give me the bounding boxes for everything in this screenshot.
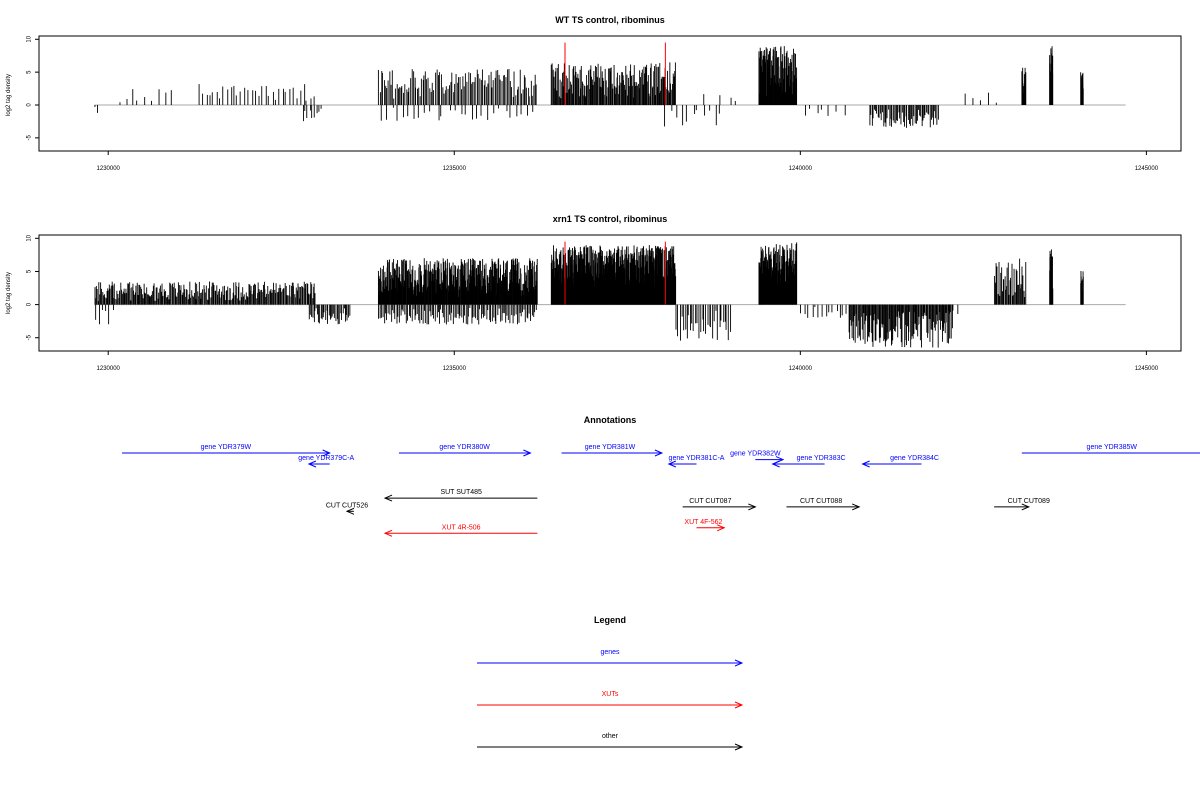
- annotation-arrowhead: [523, 449, 532, 457]
- panel-wt-axes: 10 5 0 -5 1230000 1235000 1240000 1245000: [27, 35, 1159, 172]
- annotation-label: gene YDR380W: [439, 444, 490, 451]
- panel-wt-frame: [38, 35, 1182, 152]
- y-tick-label: 5: [27, 70, 33, 74]
- legend-title: Legend: [594, 615, 626, 625]
- annotation-label: CUT CUT089: [1008, 498, 1050, 505]
- annotation-arrowhead: [1021, 503, 1031, 511]
- annotation-feature: gene YDR383C: [771, 455, 846, 468]
- annotation-label: gene YDR383C: [797, 455, 846, 462]
- annotation-feature: gene YDR379C-A: [298, 455, 355, 468]
- x-tick-label: 1235000: [443, 166, 467, 172]
- annotation-label: gene YDR379C-A: [298, 455, 354, 462]
- annotation-arrowhead: [717, 524, 726, 532]
- panel-xrn1: xrn1 TS control, ribominus log2 tag dens…: [6, 214, 1182, 372]
- annotation-arrowhead: [861, 460, 870, 468]
- annotation-feature: gene YDR379W: [122, 444, 331, 457]
- annotation-label: gene YDR384C: [890, 455, 939, 462]
- annotation-arrowhead: [345, 507, 355, 515]
- annotation-feature: CUT CUT089: [994, 498, 1050, 511]
- x-tick-label: 1240000: [789, 166, 813, 172]
- panel-wt-title: WT TS control, ribominus: [555, 15, 665, 25]
- panel-wt: WT TS control, ribominus log2 tag densit…: [6, 15, 1182, 172]
- legend-items: genes XUTs other: [477, 649, 744, 751]
- y-tick-label: 10: [27, 35, 33, 42]
- annotation-feature: gene YDR381W: [561, 444, 664, 457]
- annotation-feature: gene YDR382W: [730, 451, 785, 464]
- panel-xrn1-axes: 10 5 0 -5 1230000 1235000 1240000 1245000: [27, 234, 1159, 372]
- annotation-feature: gene YDR384C: [861, 455, 939, 468]
- annotation-label: XUT 4R-506: [442, 524, 481, 531]
- y-tick-label: 10: [27, 234, 33, 241]
- annotation-arrowhead: [307, 460, 317, 468]
- annotation-arrowhead: [322, 449, 331, 457]
- annotation-label: SUT SUT485: [440, 489, 482, 496]
- annotation-label: gene YDR381W: [585, 444, 636, 451]
- annotation-feature: XUT 4F-562: [684, 519, 726, 532]
- annotation-arrowhead: [383, 494, 393, 502]
- annotation-label: gene YDR381C-A: [669, 455, 725, 462]
- x-tick-label: 1245000: [1135, 166, 1159, 172]
- annotation-feature: SUT SUT485: [383, 489, 538, 502]
- y-tick-label: 0: [27, 103, 33, 107]
- annotation-feature: CUT CUT526: [326, 502, 368, 515]
- panel-wt-ylabel: log2 tag density: [6, 74, 12, 116]
- legend-label: other: [602, 733, 619, 740]
- legend-arrowhead: [734, 701, 744, 709]
- legend-label: XUTs: [602, 691, 619, 698]
- annotation-label: gene YDR385W: [1087, 444, 1138, 451]
- y-tick-label: -5: [27, 135, 33, 141]
- annotation-arrowhead: [851, 503, 861, 511]
- x-tick-label: 1240000: [789, 366, 813, 372]
- annotation-label: CUT CUT088: [800, 498, 842, 505]
- panel-wt-bars: [94, 42, 1126, 128]
- annotation-arrowhead: [748, 503, 757, 511]
- annotation-arrowhead: [667, 460, 677, 468]
- annotation-feature: gene YDR385W: [1021, 444, 1200, 454]
- legend-item: genes: [477, 649, 744, 667]
- y-tick-label: 0: [27, 302, 33, 306]
- annotation-arrowhead: [383, 529, 393, 537]
- annotation-feature: CUT CUT088: [786, 498, 861, 511]
- annotation-feature: XUT 4R-506: [383, 524, 538, 537]
- legend-label: genes: [600, 649, 620, 656]
- annotation-features: gene YDR379W gene YDR379C-A gene YDR380W ge…: [122, 444, 1200, 537]
- y-tick-label: -5: [27, 334, 33, 340]
- annotation-label: XUT 4F-562: [684, 519, 722, 526]
- annotation-feature: gene YDR381C-A: [667, 455, 725, 468]
- annotation-arrowhead: [654, 449, 664, 457]
- x-tick-label: 1245000: [1135, 366, 1159, 372]
- legend-arrowhead: [734, 659, 744, 667]
- panel-xrn1-title: xrn1 TS control, ribominus: [553, 214, 668, 224]
- annotation-feature: gene YDR380W: [398, 444, 532, 457]
- panel-xrn1-bars: [94, 241, 1126, 348]
- x-tick-label: 1235000: [443, 366, 467, 372]
- x-tick-label: 1230000: [97, 366, 121, 372]
- panel-xrn1-frame: [38, 234, 1182, 352]
- annotation-arrowhead: [771, 460, 780, 468]
- x-tick-label: 1230000: [97, 166, 121, 172]
- legend-arrowhead: [734, 743, 744, 751]
- annotation-label: CUT CUT526: [326, 502, 368, 509]
- y-tick-label: 5: [27, 269, 33, 273]
- legend-item: XUTs: [477, 691, 744, 709]
- annotation-label: gene YDR382W: [730, 451, 781, 458]
- annotation-feature: CUT CUT087: [682, 498, 757, 511]
- legend-item: other: [477, 733, 744, 751]
- annotation-label: gene YDR379W: [201, 444, 252, 451]
- annotation-label: CUT CUT087: [689, 498, 731, 505]
- annotations-title: Annotations: [584, 415, 637, 425]
- legend: Legend genes XUTs other: [477, 615, 744, 751]
- panel-xrn1-ylabel: log2 tag density: [6, 272, 12, 314]
